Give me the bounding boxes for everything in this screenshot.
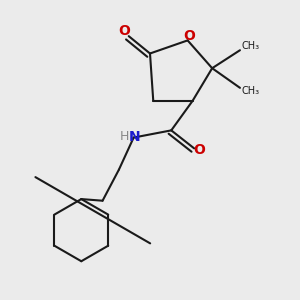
Text: O: O	[118, 24, 130, 38]
Text: H: H	[120, 130, 129, 143]
Text: O: O	[183, 29, 195, 43]
Text: CH₃: CH₃	[242, 41, 260, 51]
Text: N: N	[128, 130, 140, 144]
Text: O: O	[194, 143, 205, 157]
Text: CH₃: CH₃	[242, 86, 260, 96]
